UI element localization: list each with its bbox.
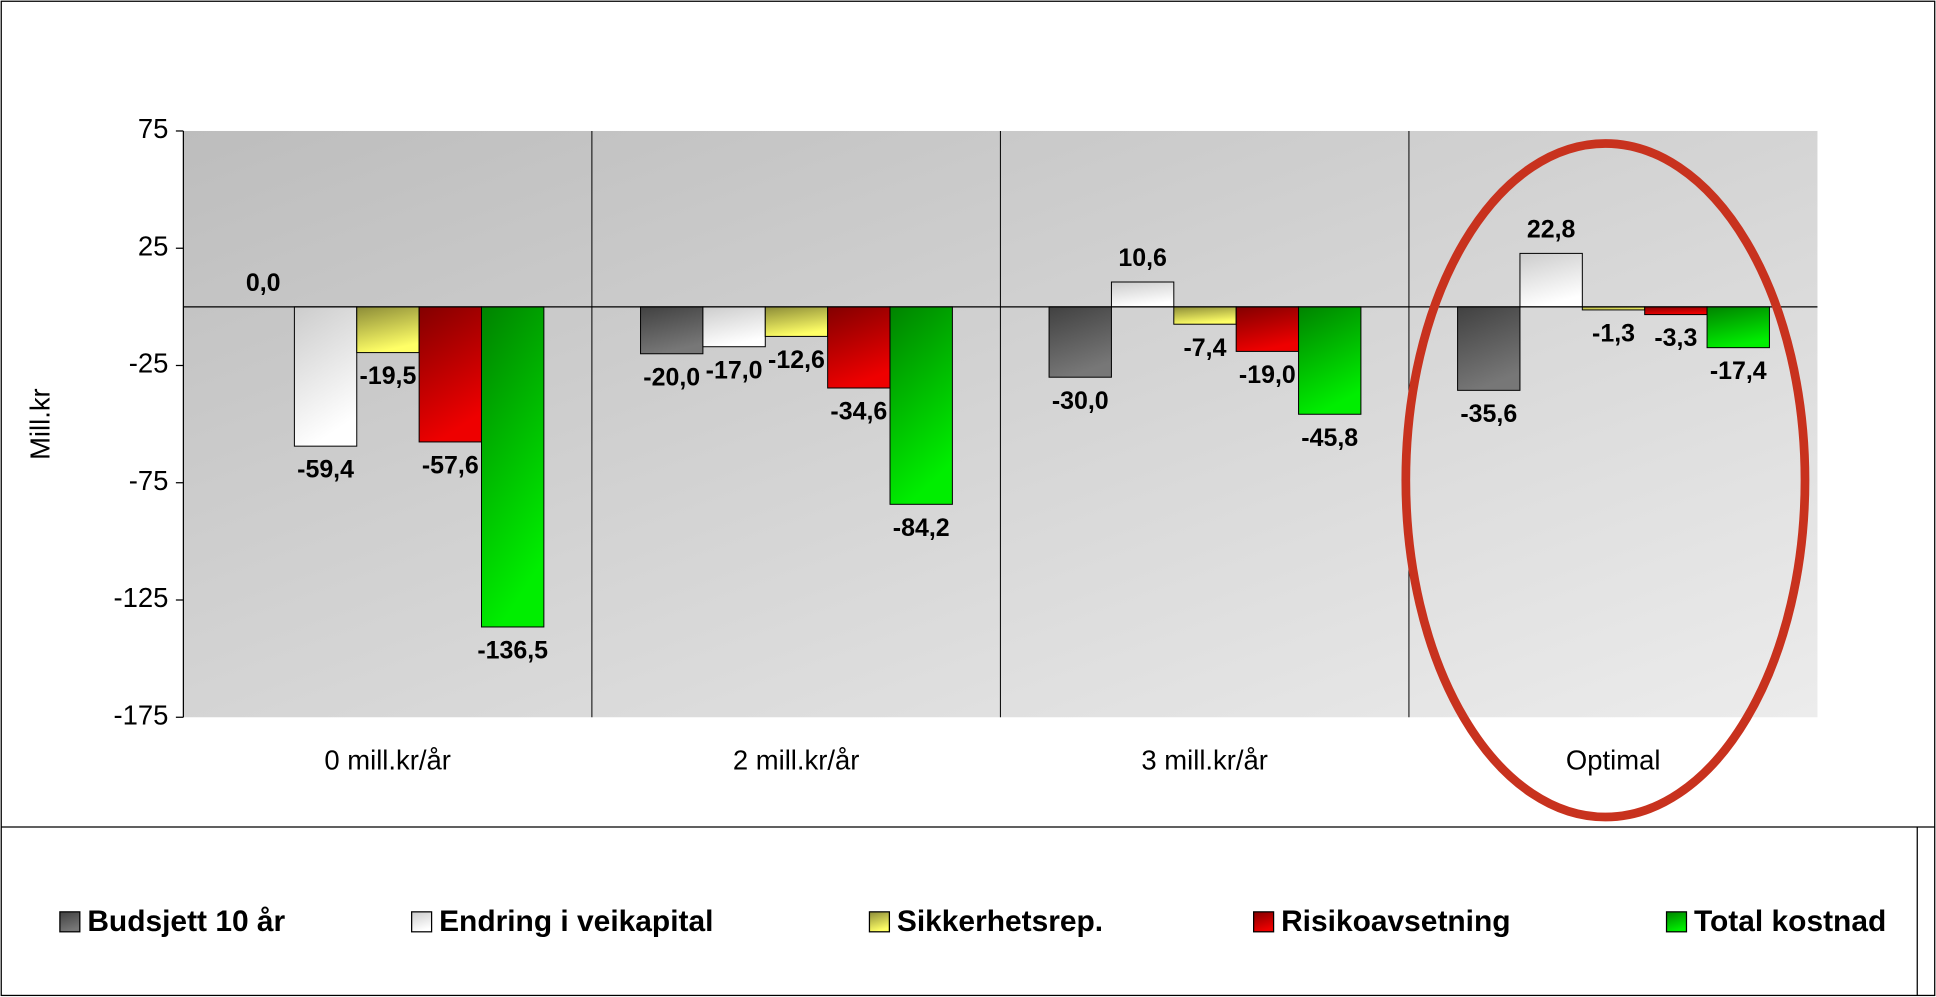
legend-swatch: [59, 911, 81, 933]
bar: [480, 306, 545, 628]
legend-label: Sikkerhetsrep.: [897, 905, 1103, 938]
data-label: -34,6: [830, 398, 887, 426]
data-label: -20,0: [643, 363, 700, 391]
bar: [1298, 306, 1362, 415]
bar: [356, 306, 420, 354]
bar: [1644, 306, 1708, 316]
bar: [1706, 306, 1770, 349]
y-tick-label: -125: [113, 582, 168, 613]
bar: [1110, 281, 1175, 308]
data-label: 0,0: [246, 269, 281, 297]
data-label: -30,0: [1052, 387, 1109, 415]
legend-swatch: [1665, 911, 1688, 933]
x-tick-label: 3 mill.kr/år: [1141, 744, 1268, 775]
data-label: -57,6: [422, 451, 479, 479]
x-tick-label: 0 mill.kr/år: [324, 744, 451, 775]
data-label: 22,8: [1527, 216, 1576, 244]
bar: [827, 306, 891, 389]
legend-swatch: [1253, 911, 1275, 933]
bar: [640, 306, 704, 355]
legend-label: Endring i veikapital: [439, 905, 713, 938]
highlight-ellipse: [1401, 139, 1810, 822]
bar: [1048, 306, 1112, 378]
x-tick-label: 2 mill.kr/år: [733, 744, 860, 775]
y-tick-label: 25: [138, 230, 169, 261]
bar: [889, 306, 953, 505]
data-label: -84,2: [893, 514, 950, 542]
y-axis-label: Mill.kr: [25, 388, 56, 460]
data-label: -17,4: [1710, 357, 1767, 385]
x-tick-label: Optimal: [1566, 744, 1661, 775]
bar: [1519, 252, 1583, 308]
y-tick-label: 75: [138, 113, 169, 144]
bar: [764, 306, 829, 337]
legend-label: Risikoavsetning: [1281, 905, 1510, 938]
legend-label: Budsjett 10 år: [87, 905, 285, 938]
bar: [1457, 306, 1521, 391]
data-label: 10,6: [1118, 244, 1167, 272]
data-label: -136,5: [477, 637, 548, 665]
bar: [702, 306, 766, 348]
data-label: -59,4: [297, 456, 354, 484]
y-tick-label: -75: [129, 465, 169, 496]
data-label: -7,4: [1183, 334, 1226, 362]
data-label: -1,3: [1592, 319, 1635, 347]
data-label: -12,6: [768, 346, 825, 374]
bar: [1235, 306, 1300, 352]
data-label: -19,0: [1239, 361, 1296, 389]
data-label: -17,0: [706, 356, 763, 384]
y-tick-label: -25: [129, 348, 169, 379]
legend-swatch: [868, 911, 891, 933]
data-label: -19,5: [360, 362, 417, 390]
data-label: -3,3: [1654, 324, 1697, 352]
data-label: -35,6: [1460, 400, 1517, 428]
bar: [293, 306, 358, 447]
legend-swatch: [411, 911, 433, 933]
data-label: -45,8: [1301, 424, 1358, 452]
bar: [1173, 306, 1237, 325]
y-tick-label: -175: [113, 700, 168, 731]
bar: [418, 306, 482, 443]
legend-label: Total kostnad: [1694, 905, 1886, 938]
